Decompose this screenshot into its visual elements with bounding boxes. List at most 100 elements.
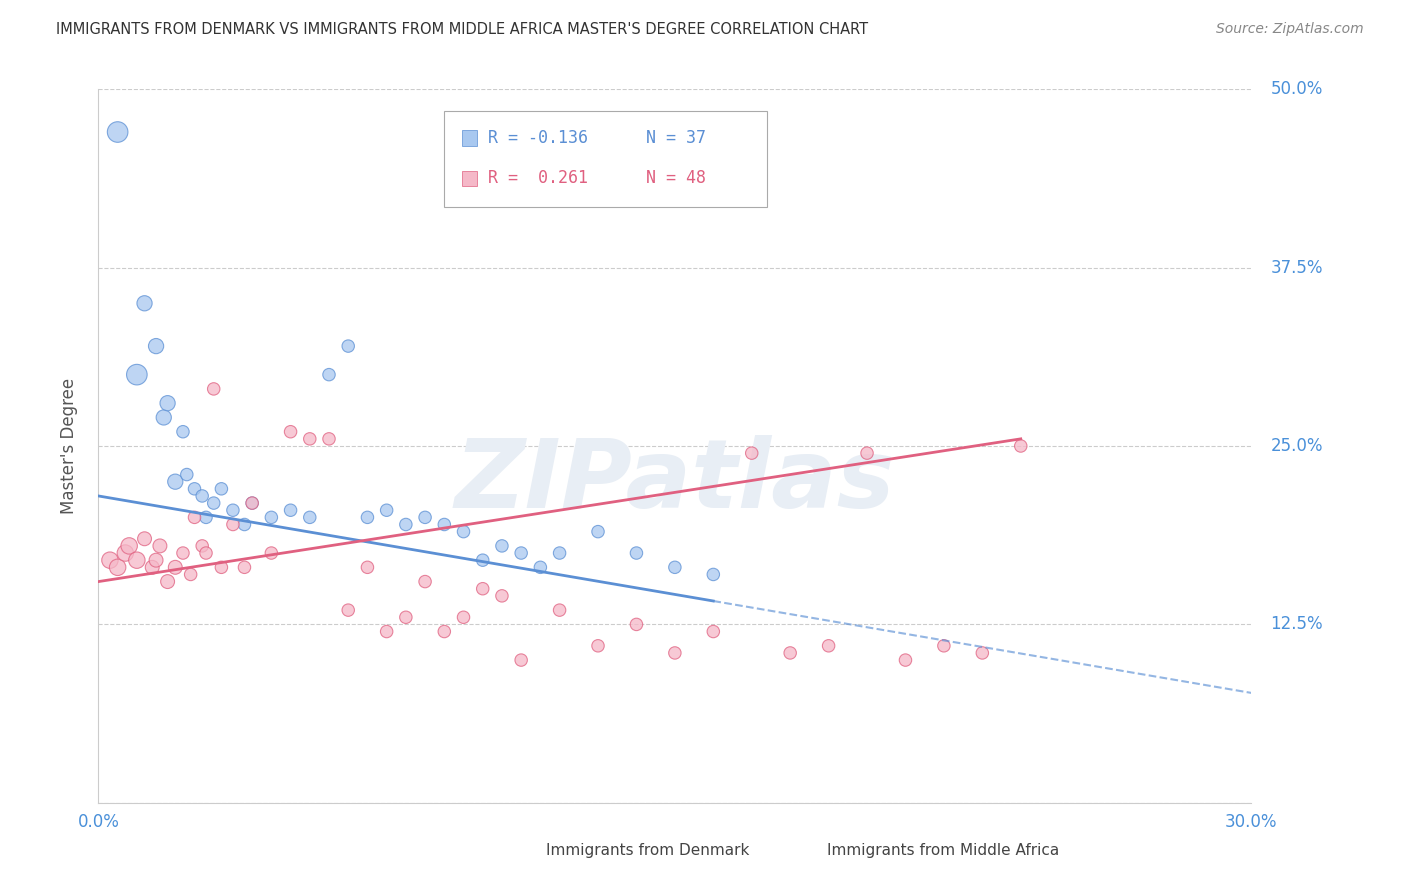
Point [298,432,321,446]
Point [180,567,202,582]
FancyBboxPatch shape [444,111,768,207]
Point [107,125,129,139]
Point [664,560,686,574]
Point [453,610,475,624]
Text: ZIPatlas: ZIPatlas [454,435,896,528]
Point [141,560,163,574]
Text: 12.5%: 12.5% [1271,615,1323,633]
Text: Source: ZipAtlas.com: Source: ZipAtlas.com [1216,22,1364,37]
Bar [461,170,477,186]
Point [125,368,148,382]
Point [240,496,263,510]
Point [195,510,218,524]
Point [453,524,475,539]
Point [433,517,456,532]
Point [491,589,513,603]
Text: 25.0%: 25.0% [1271,437,1323,455]
Point [240,496,263,510]
Point [183,482,205,496]
Point [856,446,879,460]
Point [233,560,256,574]
Point [356,560,378,574]
Point [413,574,436,589]
Point [471,582,494,596]
Point [191,539,214,553]
Text: Immigrants from Middle Africa: Immigrants from Middle Africa [827,844,1059,858]
Point [202,382,225,396]
Point [548,546,571,560]
Bar [461,130,477,145]
Point [209,482,232,496]
Point [395,610,418,624]
Point [145,553,167,567]
Point [222,503,245,517]
Point [337,603,360,617]
Point [741,446,763,460]
Point [491,539,513,553]
Point [548,603,571,617]
Point [318,432,340,446]
Point [172,546,194,560]
Point [318,368,340,382]
Point [894,653,917,667]
Point [280,425,302,439]
Point [1010,439,1032,453]
Point [586,524,609,539]
Point [222,517,245,532]
Point [145,339,167,353]
Point [260,510,283,524]
Point [125,553,148,567]
Y-axis label: Master's Degree: Master's Degree [59,378,77,514]
Point [280,503,302,517]
Bar [506,834,531,858]
Point [149,539,172,553]
Point [510,546,533,560]
Point [107,560,129,574]
Text: 37.5%: 37.5% [1271,259,1323,277]
Point [471,553,494,567]
Point [183,510,205,524]
Point [134,296,156,310]
Bar [787,834,813,858]
Point [375,624,398,639]
Point [298,510,321,524]
Point [176,467,198,482]
Text: N = 37: N = 37 [647,128,706,146]
Point [152,410,174,425]
Point [395,517,418,532]
Point [114,546,136,560]
Text: N = 48: N = 48 [647,169,706,187]
Point [626,617,648,632]
Point [702,624,724,639]
Point [156,396,179,410]
Point [433,624,456,639]
Point [779,646,801,660]
Point [529,560,551,574]
Point [356,510,378,524]
Point [375,503,398,517]
Point [260,546,283,560]
Point [172,425,194,439]
Text: IMMIGRANTS FROM DENMARK VS IMMIGRANTS FROM MIDDLE AFRICA MASTER'S DEGREE CORRELA: IMMIGRANTS FROM DENMARK VS IMMIGRANTS FR… [56,22,869,37]
Point [156,574,179,589]
Point [118,539,141,553]
Point [191,489,214,503]
Text: R =  0.261: R = 0.261 [488,169,588,187]
Text: 50.0%: 50.0% [1271,80,1323,98]
Point [510,653,533,667]
Point [664,646,686,660]
Point [134,532,156,546]
Point [932,639,955,653]
Point [98,553,121,567]
Point [165,560,187,574]
Point [209,560,232,574]
Point [413,510,436,524]
Point [817,639,839,653]
Point [337,339,360,353]
Text: Immigrants from Denmark: Immigrants from Denmark [546,844,749,858]
Point [233,517,256,532]
Point [972,646,994,660]
Point [702,567,724,582]
Point [165,475,187,489]
Text: R = -0.136: R = -0.136 [488,128,588,146]
